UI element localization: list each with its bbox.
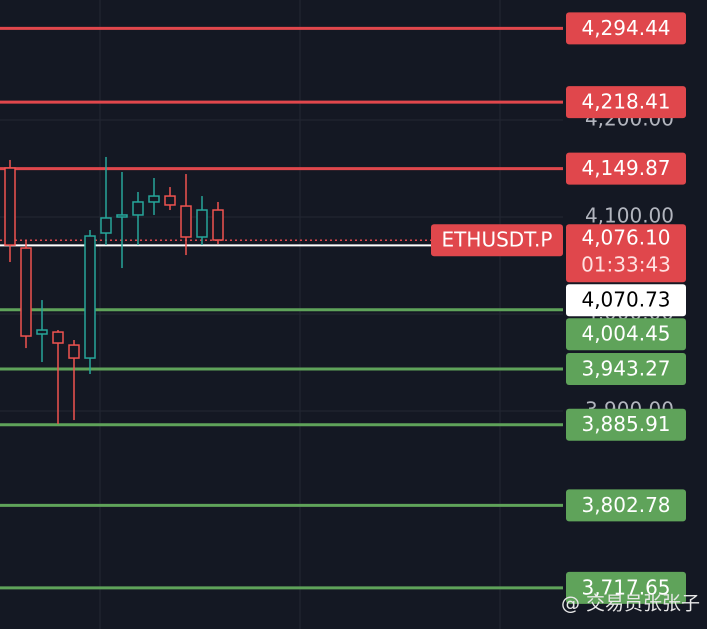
level-label-box — [566, 86, 686, 119]
candle-body — [84, 235, 96, 359]
level-label: 3,717.65 — [581, 575, 670, 599]
countdown: 01:33:43 — [581, 253, 671, 277]
candle-body — [180, 205, 192, 238]
level-label: 3,802.78 — [581, 493, 670, 517]
watermark: @ 交易员张张子 — [561, 593, 700, 615]
level-label: 3,885.91 — [581, 412, 670, 436]
y-tick-label: 4,100.00 — [585, 204, 674, 228]
level-label: 3,943.27 — [581, 357, 670, 381]
candle-body — [116, 214, 128, 218]
candle-body — [148, 195, 160, 203]
level-label-box — [566, 489, 686, 522]
candle-body — [132, 201, 144, 216]
level-label: 4,218.41 — [581, 90, 670, 114]
level-label-box — [566, 353, 686, 386]
level-label-box — [566, 152, 686, 185]
candle-body — [100, 217, 112, 234]
level-label-box — [566, 408, 686, 441]
level-label-box — [566, 571, 686, 604]
candle-body — [52, 331, 64, 344]
symbol: ETHUSDT.P — [442, 228, 553, 252]
candle-body — [196, 209, 208, 238]
candle-body — [20, 247, 32, 337]
candle-body — [164, 195, 176, 206]
level-label: 4,149.87 — [581, 156, 670, 180]
candle-body — [36, 329, 48, 335]
symbol-tag — [431, 224, 563, 257]
level-label: 4,004.45 — [581, 322, 670, 346]
mark-price-box — [566, 284, 686, 317]
level-label-box — [566, 318, 686, 351]
mark-price-label: 4,070.73 — [581, 288, 670, 312]
candle-body — [4, 167, 16, 246]
candle-body — [212, 209, 224, 241]
level-label: 4,294.44 — [581, 16, 670, 40]
last-price-label: 4,076.10 — [581, 226, 670, 250]
candle-body — [68, 344, 80, 359]
last-price-box — [566, 224, 686, 283]
level-label-box — [566, 12, 686, 45]
